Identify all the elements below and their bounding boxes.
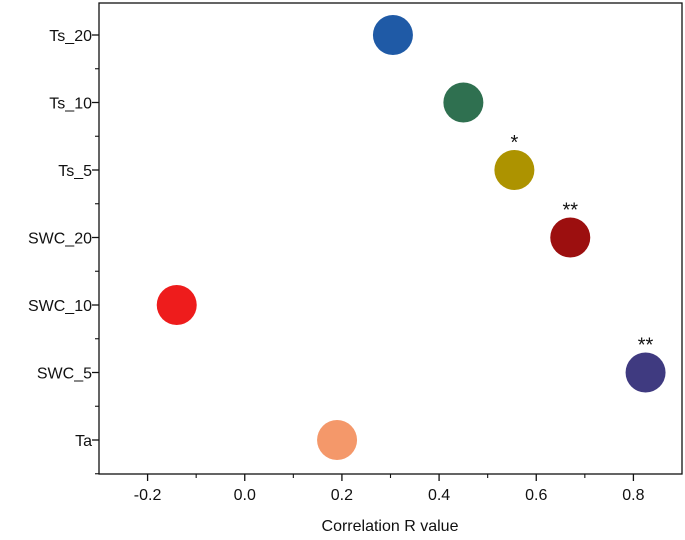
point-ta [317,420,358,460]
y-axis: Ts_20 Ts_10 Ts_5 SWC_20 SWC_10 SWC_5 Ta [28,28,99,475]
significance-marker: ** [562,200,578,222]
y-tick-label: Ts_10 [49,96,92,113]
significance-marker: ** [638,335,654,357]
x-axis: -0.2 0.0 0.2 0.4 0.6 0.8 [134,474,645,504]
y-tick-label: Ts_5 [58,163,92,180]
point-ts-20 [372,15,413,55]
x-tick-label: 0.4 [428,487,450,504]
x-axis-title: Correlation R value [322,518,459,535]
data-points: ***** [156,15,666,460]
y-tick-label: SWC_10 [28,298,92,315]
y-tick-label: SWC_20 [28,231,92,248]
x-tick-label: 0.8 [622,487,644,504]
plot-frame [98,2,683,475]
y-tick-label: SWC_5 [37,366,92,383]
point-ts-10 [443,82,484,123]
x-tick-label: 0.0 [234,487,256,504]
y-tick-label: Ts_20 [49,28,92,45]
x-tick-label: 0.2 [331,487,353,504]
y-tick-label: Ta [75,433,92,450]
point-swc-10 [156,285,197,325]
significance-marker: * [510,132,518,154]
point-swc-5 [625,352,666,393]
x-tick-label: -0.2 [134,487,162,504]
point-ts-5 [494,150,535,190]
point-swc-20 [550,217,591,258]
x-tick-label: 0.6 [525,487,547,504]
